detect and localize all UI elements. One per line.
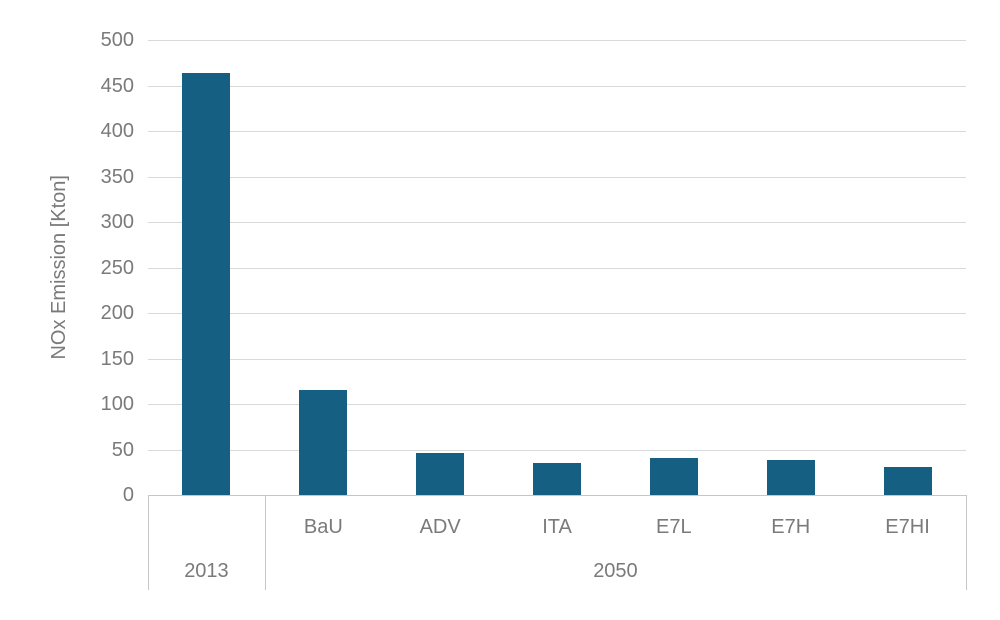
gridline-50 [148, 449, 966, 451]
y-tick-label-400: 400 [100, 120, 134, 142]
y-tick-label-0: 0 [122, 484, 134, 506]
gridline-350 [148, 176, 966, 178]
gridline-500 [148, 40, 966, 41]
x-category-label-bau: BaU [303, 516, 343, 538]
bar-bau [299, 390, 348, 496]
y-tick-label-50: 50 [111, 438, 134, 461]
gridline-450 [148, 85, 966, 87]
gridline-150 [148, 358, 966, 360]
y-tick-label-250: 250 [100, 256, 134, 279]
y-tick-label-500: 500 [100, 29, 134, 51]
x-category-label-e7hi: E7HI [885, 516, 930, 538]
bar-ita [533, 463, 581, 495]
bar-e7hi [883, 466, 932, 495]
x-group-label-2050: 2050 [593, 560, 638, 582]
gridline-200 [148, 313, 966, 314]
y-tick-label-100: 100 [100, 393, 134, 415]
bar-adv [416, 453, 465, 495]
bar-e7h [766, 459, 815, 495]
category-axis-divider [148, 495, 149, 590]
x-axis-line [148, 495, 967, 496]
gridline-250 [148, 267, 966, 269]
category-axis-divider [264, 495, 266, 590]
x-category-label-adv: ADV [419, 516, 461, 538]
y-tick-label-200: 200 [100, 302, 134, 324]
gridline-100 [148, 404, 966, 405]
bar-2013 [182, 72, 231, 495]
category-axis-divider [966, 495, 967, 590]
x-group-label-2013: 2013 [184, 560, 229, 582]
gridline-400 [148, 131, 966, 132]
y-tick-label-300: 300 [100, 211, 134, 233]
x-category-label-e7l: E7L [656, 516, 692, 538]
y-tick-label-350: 350 [100, 165, 134, 188]
y-tick-label-150: 150 [100, 347, 134, 370]
bar-e7l [649, 457, 698, 495]
x-category-label-ita: ITA [542, 516, 572, 538]
y-tick-label-450: 450 [100, 74, 134, 97]
x-category-label-e7h: E7H [771, 516, 811, 538]
gridline-300 [148, 222, 966, 223]
